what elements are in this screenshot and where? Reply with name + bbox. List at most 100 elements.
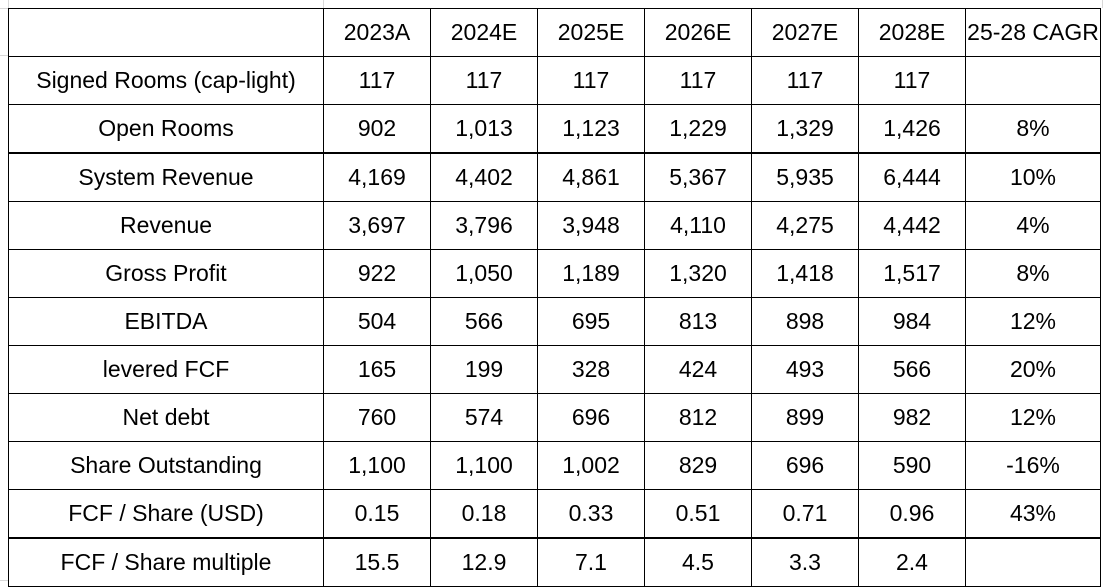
- row-label-cell[interactable]: FCF / Share multiple: [8, 537, 324, 587]
- cagr-cell[interactable]: 12%: [965, 393, 1101, 442]
- value-cell[interactable]: 493: [751, 345, 859, 394]
- value-cell[interactable]: 902: [323, 104, 431, 154]
- row-label-cell[interactable]: Gross Profit: [8, 249, 324, 298]
- table-row: Signed Rooms (cap-light) 117 117 117 117 117 1…: [8, 56, 1101, 105]
- value-cell[interactable]: 4,861: [537, 152, 645, 202]
- value-cell[interactable]: 695: [537, 297, 645, 346]
- table-row: levered FCF 165 199 328 424 493 566 20%: [8, 345, 1101, 394]
- value-cell[interactable]: 328: [537, 345, 645, 394]
- header-cell[interactable]: 2023A: [323, 8, 431, 57]
- cagr-cell[interactable]: 10%: [965, 152, 1101, 202]
- value-cell[interactable]: 898: [751, 297, 859, 346]
- value-cell[interactable]: 0.71: [751, 489, 859, 539]
- value-cell[interactable]: 696: [751, 441, 859, 490]
- header-cell[interactable]: 25-28 CAGR: [965, 8, 1101, 57]
- row-label-cell[interactable]: Share Outstanding: [8, 441, 324, 490]
- value-cell[interactable]: 165: [323, 345, 431, 394]
- row-label-cell[interactable]: Signed Rooms (cap-light): [8, 56, 324, 105]
- value-cell[interactable]: 760: [323, 393, 431, 442]
- value-cell[interactable]: 6,444: [858, 152, 966, 202]
- value-cell[interactable]: 117: [430, 56, 538, 105]
- value-cell[interactable]: 1,426: [858, 104, 966, 154]
- value-cell[interactable]: 574: [430, 393, 538, 442]
- value-cell[interactable]: 2.4: [858, 537, 966, 587]
- header-cell[interactable]: 2026E: [644, 8, 752, 57]
- value-cell[interactable]: 1,418: [751, 249, 859, 298]
- row-label-cell[interactable]: FCF / Share (USD): [8, 489, 324, 539]
- cagr-cell[interactable]: 12%: [965, 297, 1101, 346]
- value-cell[interactable]: 424: [644, 345, 752, 394]
- value-cell[interactable]: 1,050: [430, 249, 538, 298]
- value-cell[interactable]: 117: [751, 56, 859, 105]
- value-cell[interactable]: 812: [644, 393, 752, 442]
- value-cell[interactable]: 1,002: [537, 441, 645, 490]
- value-cell[interactable]: 117: [323, 56, 431, 105]
- value-cell[interactable]: 1,100: [430, 441, 538, 490]
- value-cell[interactable]: 0.51: [644, 489, 752, 539]
- value-cell[interactable]: 12.9: [430, 537, 538, 587]
- row-label-cell[interactable]: levered FCF: [8, 345, 324, 394]
- row-label-cell[interactable]: EBITDA: [8, 297, 324, 346]
- header-cell[interactable]: 2028E: [858, 8, 966, 57]
- value-cell[interactable]: 3,948: [537, 201, 645, 250]
- cagr-cell[interactable]: -16%: [965, 441, 1101, 490]
- value-cell[interactable]: 696: [537, 393, 645, 442]
- value-cell[interactable]: 4,110: [644, 201, 752, 250]
- header-cell[interactable]: 2027E: [751, 8, 859, 57]
- financial-projection-table: 2023A 2024E 2025E 2026E 2027E 2028E 25-2…: [8, 8, 1101, 587]
- header-cell[interactable]: 2024E: [430, 8, 538, 57]
- value-cell[interactable]: 117: [644, 56, 752, 105]
- value-cell[interactable]: 899: [751, 393, 859, 442]
- value-cell[interactable]: 1,189: [537, 249, 645, 298]
- cagr-cell[interactable]: [965, 56, 1101, 105]
- value-cell[interactable]: 5,935: [751, 152, 859, 202]
- cagr-cell[interactable]: 43%: [965, 489, 1101, 539]
- value-cell[interactable]: 4,275: [751, 201, 859, 250]
- value-cell[interactable]: 7.1: [537, 537, 645, 587]
- value-cell[interactable]: 4,442: [858, 201, 966, 250]
- value-cell[interactable]: 117: [858, 56, 966, 105]
- value-cell[interactable]: 1,100: [323, 441, 431, 490]
- value-cell[interactable]: 813: [644, 297, 752, 346]
- value-cell[interactable]: 982: [858, 393, 966, 442]
- header-cell[interactable]: 2025E: [537, 8, 645, 57]
- value-cell[interactable]: 590: [858, 441, 966, 490]
- value-cell[interactable]: 4,402: [430, 152, 538, 202]
- value-cell[interactable]: 5,367: [644, 152, 752, 202]
- value-cell[interactable]: 3,697: [323, 201, 431, 250]
- cagr-cell[interactable]: [965, 537, 1101, 587]
- value-cell[interactable]: 3,796: [430, 201, 538, 250]
- value-cell[interactable]: 0.96: [858, 489, 966, 539]
- row-label-cell[interactable]: Revenue: [8, 201, 324, 250]
- header-cell-blank[interactable]: [8, 8, 324, 57]
- value-cell[interactable]: 0.18: [430, 489, 538, 539]
- row-label-cell[interactable]: Open Rooms: [8, 104, 324, 154]
- value-cell[interactable]: 199: [430, 345, 538, 394]
- cagr-cell[interactable]: 8%: [965, 249, 1101, 298]
- value-cell[interactable]: 984: [858, 297, 966, 346]
- cagr-cell[interactable]: 20%: [965, 345, 1101, 394]
- value-cell[interactable]: 566: [430, 297, 538, 346]
- value-cell[interactable]: 0.33: [537, 489, 645, 539]
- value-cell[interactable]: 1,013: [430, 104, 538, 154]
- value-cell[interactable]: 15.5: [323, 537, 431, 587]
- value-cell[interactable]: 117: [537, 56, 645, 105]
- value-cell[interactable]: 1,123: [537, 104, 645, 154]
- value-cell[interactable]: 829: [644, 441, 752, 490]
- row-label-cell[interactable]: Net debt: [8, 393, 324, 442]
- cagr-cell[interactable]: 8%: [965, 104, 1101, 154]
- value-cell[interactable]: 1,329: [751, 104, 859, 154]
- value-cell[interactable]: 0.15: [323, 489, 431, 539]
- row-label-cell[interactable]: System Revenue: [8, 152, 324, 202]
- value-cell[interactable]: 1,517: [858, 249, 966, 298]
- value-cell[interactable]: 1,229: [644, 104, 752, 154]
- value-cell[interactable]: 3.3: [751, 537, 859, 587]
- value-cell[interactable]: 1,320: [644, 249, 752, 298]
- value-cell[interactable]: 4,169: [323, 152, 431, 202]
- value-cell[interactable]: 922: [323, 249, 431, 298]
- value-cell[interactable]: 504: [323, 297, 431, 346]
- cagr-cell[interactable]: 4%: [965, 201, 1101, 250]
- value-cell[interactable]: 4.5: [644, 537, 752, 587]
- table-row: Revenue 3,697 3,796 3,948 4,110 4,275 4,442 4%: [8, 201, 1101, 250]
- value-cell[interactable]: 566: [858, 345, 966, 394]
